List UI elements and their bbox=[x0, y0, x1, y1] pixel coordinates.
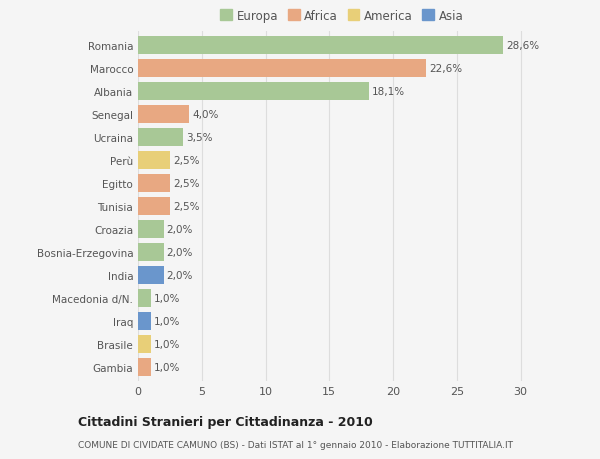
Text: 2,0%: 2,0% bbox=[167, 224, 193, 235]
Bar bbox=[138, 37, 503, 55]
Bar bbox=[138, 83, 369, 101]
Bar bbox=[138, 175, 170, 192]
Text: 2,5%: 2,5% bbox=[173, 156, 200, 166]
Text: Cittadini Stranieri per Cittadinanza - 2010: Cittadini Stranieri per Cittadinanza - 2… bbox=[78, 415, 373, 428]
Text: 28,6%: 28,6% bbox=[506, 41, 539, 51]
Text: 1,0%: 1,0% bbox=[154, 339, 181, 349]
Bar bbox=[138, 358, 151, 376]
Text: 4,0%: 4,0% bbox=[192, 110, 218, 120]
Bar bbox=[138, 106, 189, 123]
Bar bbox=[138, 336, 151, 353]
Text: 2,5%: 2,5% bbox=[173, 202, 200, 212]
Text: 22,6%: 22,6% bbox=[430, 64, 463, 74]
Legend: Europa, Africa, America, Asia: Europa, Africa, America, Asia bbox=[220, 10, 464, 23]
Bar bbox=[138, 129, 182, 146]
Bar bbox=[138, 267, 163, 284]
Bar bbox=[138, 198, 170, 215]
Text: 2,0%: 2,0% bbox=[167, 247, 193, 257]
Text: 3,5%: 3,5% bbox=[186, 133, 212, 143]
Bar bbox=[138, 221, 163, 238]
Text: 1,0%: 1,0% bbox=[154, 362, 181, 372]
Bar bbox=[138, 244, 163, 261]
Text: COMUNE DI CIVIDATE CAMUNO (BS) - Dati ISTAT al 1° gennaio 2010 - Elaborazione TU: COMUNE DI CIVIDATE CAMUNO (BS) - Dati IS… bbox=[78, 440, 513, 449]
Bar bbox=[138, 290, 151, 307]
Bar bbox=[138, 152, 170, 169]
Bar bbox=[138, 60, 426, 78]
Text: 1,0%: 1,0% bbox=[154, 316, 181, 326]
Text: 1,0%: 1,0% bbox=[154, 293, 181, 303]
Text: 18,1%: 18,1% bbox=[372, 87, 405, 97]
Bar bbox=[138, 313, 151, 330]
Text: 2,0%: 2,0% bbox=[167, 270, 193, 280]
Text: 2,5%: 2,5% bbox=[173, 179, 200, 189]
